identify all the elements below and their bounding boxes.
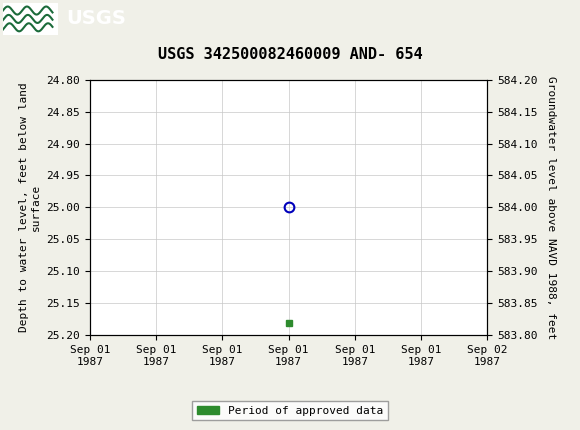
Y-axis label: Depth to water level, feet below land
surface: Depth to water level, feet below land su… (19, 83, 41, 332)
Text: USGS: USGS (67, 9, 126, 28)
Text: USGS 342500082460009 AND- 654: USGS 342500082460009 AND- 654 (158, 47, 422, 62)
Y-axis label: Groundwater level above NAVD 1988, feet: Groundwater level above NAVD 1988, feet (546, 76, 556, 339)
Bar (3, 3, 58, 35)
Legend: Period of approved data: Period of approved data (193, 401, 387, 420)
